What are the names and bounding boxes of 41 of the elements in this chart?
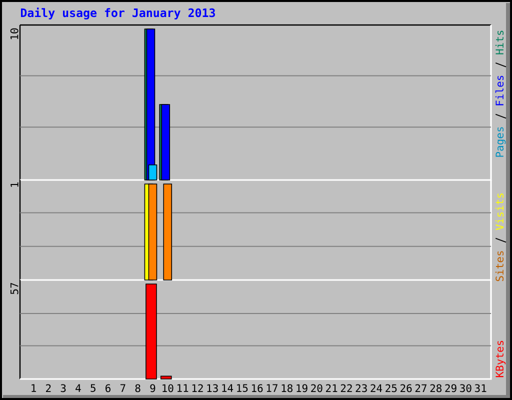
x-tick-label: 24 bbox=[370, 384, 382, 392]
x-tick-label: 7 bbox=[120, 384, 126, 392]
x-tick-label: 25 bbox=[386, 384, 397, 392]
x-tick-label: 30 bbox=[460, 384, 472, 392]
x-tick-label: 9 bbox=[150, 384, 156, 392]
x-tick-label: 29 bbox=[445, 384, 456, 392]
text: Hits bbox=[495, 30, 504, 54]
chart-title: Daily usage for January 2013 bbox=[20, 8, 215, 20]
x-tick-label: 13 bbox=[207, 384, 218, 392]
x-tick-label: 21 bbox=[326, 384, 338, 392]
x-tick-label: 11 bbox=[177, 384, 188, 392]
x-tick-label: 14 bbox=[222, 384, 234, 392]
x-tick-label: 26 bbox=[400, 384, 412, 392]
x-tick-label: 18 bbox=[282, 384, 292, 392]
x-tick-label: 17 bbox=[266, 384, 278, 392]
x-tick-label: 31 bbox=[474, 384, 486, 392]
legend-label: Pages bbox=[496, 127, 506, 157]
x-tick-label: 12 bbox=[192, 384, 203, 392]
text: Visits bbox=[495, 194, 504, 230]
x-tick-label: 1 bbox=[32, 384, 36, 392]
x-tick-label: 19 bbox=[296, 384, 308, 392]
legend-label: Sites bbox=[495, 251, 504, 282]
x-tick-label: 15 bbox=[237, 384, 248, 392]
x-tick-label: 28 bbox=[430, 384, 442, 392]
text: 10 bbox=[10, 28, 18, 40]
x-tick-label: 22 bbox=[340, 384, 352, 392]
text: KBytes bbox=[496, 340, 506, 378]
x-tick-label: 6 bbox=[106, 384, 110, 392]
x-tick-label: 10 bbox=[162, 384, 174, 392]
legend-label: Files bbox=[495, 76, 504, 106]
x-tick-label: 23 bbox=[356, 384, 367, 392]
x-tick-label: 5 bbox=[90, 384, 96, 392]
x-tick-label: 20 bbox=[311, 384, 322, 392]
x-tick-label: 4 bbox=[76, 384, 81, 392]
text: 57 bbox=[10, 282, 18, 294]
text: 1 bbox=[10, 182, 18, 187]
x-tick-label: 8 bbox=[135, 384, 140, 392]
x-tick-label: 2 bbox=[46, 384, 51, 392]
x-tick-label: 27 bbox=[415, 384, 426, 392]
x-tick-label: 16 bbox=[252, 384, 263, 392]
x-tick-label: 3 bbox=[60, 384, 66, 392]
